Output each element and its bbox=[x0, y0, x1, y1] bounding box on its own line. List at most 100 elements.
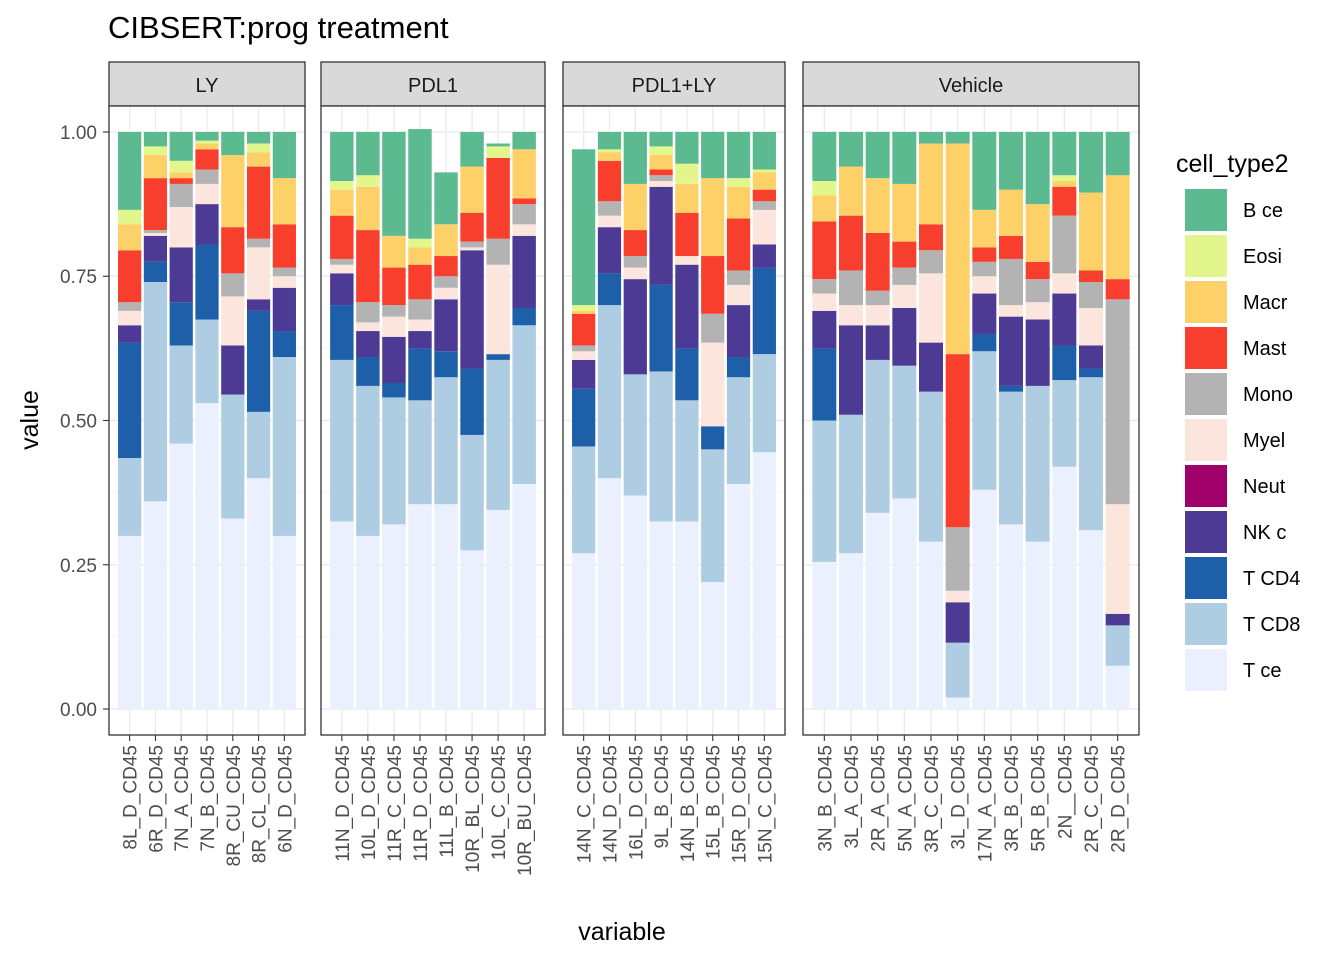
bar-segment bbox=[118, 209, 142, 225]
bar-segment bbox=[675, 264, 699, 349]
bar-segment bbox=[597, 201, 622, 216]
bar-segment bbox=[752, 189, 776, 202]
bar-segment bbox=[382, 235, 406, 268]
bar-segment bbox=[572, 305, 596, 311]
bar-segment bbox=[892, 183, 917, 242]
bar-segment bbox=[408, 319, 432, 332]
bar-segment bbox=[118, 224, 142, 251]
bar-segment bbox=[408, 400, 432, 505]
x-tick-label: 7N_A_CD45 bbox=[172, 745, 193, 852]
x-tick-label: 7N_B_CD45 bbox=[198, 745, 219, 852]
bar-segment bbox=[972, 333, 997, 352]
bar-segment bbox=[812, 221, 837, 280]
facet-strip bbox=[108, 61, 306, 107]
bar-segment bbox=[812, 181, 837, 196]
bar-segment bbox=[572, 553, 596, 710]
bar-segment bbox=[330, 359, 354, 522]
bar-segment bbox=[919, 250, 943, 274]
bar-segment bbox=[1052, 215, 1077, 274]
bar-segment bbox=[1052, 293, 1077, 346]
bar-segment bbox=[945, 527, 970, 591]
stacked-bar bbox=[919, 131, 943, 710]
bar-segment bbox=[972, 489, 997, 710]
bar-segment bbox=[623, 267, 647, 280]
bar-segment bbox=[169, 160, 193, 173]
x-tick-label: 6R_D_CD45 bbox=[146, 745, 167, 853]
x-tick-label: 10R_BL_CD45 bbox=[463, 745, 484, 873]
stacked-bar bbox=[408, 129, 432, 710]
bar-segment bbox=[597, 305, 622, 479]
bar-segment bbox=[272, 357, 296, 536]
bar-segment bbox=[221, 296, 245, 346]
bar-segment bbox=[649, 181, 673, 187]
bar-segment bbox=[865, 305, 890, 326]
facet-panel: PDL1 11N_D_CD45 10L_D_CD45 11R_C_CD45 11R_D_… bbox=[320, 61, 546, 876]
bar-segment bbox=[512, 149, 536, 199]
bar-segment bbox=[330, 305, 354, 360]
bar-segment bbox=[812, 310, 837, 349]
bar-segment bbox=[726, 186, 751, 219]
x-tick-label: 10L_D_CD45 bbox=[359, 745, 380, 860]
bar-segment bbox=[919, 342, 943, 392]
bar-segment bbox=[118, 342, 142, 459]
bar-segment bbox=[623, 374, 647, 496]
bar-segment bbox=[382, 305, 406, 317]
bar-segment bbox=[701, 449, 725, 583]
bar-segment bbox=[999, 391, 1023, 525]
bar-segment bbox=[460, 241, 484, 248]
bar-segment bbox=[812, 131, 837, 182]
bar-segment bbox=[382, 316, 406, 337]
stacked-bar bbox=[572, 149, 596, 710]
legend-swatch bbox=[1185, 373, 1227, 415]
legend-label: Mast bbox=[1243, 338, 1287, 360]
bar-segment bbox=[195, 140, 219, 144]
bar-segment bbox=[919, 131, 943, 144]
bar-segment bbox=[726, 377, 751, 484]
bar-segment bbox=[839, 414, 863, 554]
bar-segment bbox=[945, 697, 970, 710]
x-tick-label: 8R_CL_CD45 bbox=[250, 745, 271, 863]
x-tick-label: 2N__CD45 bbox=[1055, 745, 1076, 839]
bar-segment bbox=[701, 131, 725, 179]
bar-segment bbox=[512, 198, 536, 205]
bar-segment bbox=[512, 307, 536, 326]
bar-segment bbox=[999, 385, 1023, 392]
stacked-bar bbox=[272, 131, 296, 710]
bar-segment bbox=[143, 501, 168, 710]
bar-segment bbox=[143, 131, 168, 147]
bar-segment bbox=[649, 146, 673, 156]
bar-segment bbox=[382, 336, 406, 383]
legend-label: Mono bbox=[1243, 384, 1293, 406]
bar-segment bbox=[246, 247, 271, 300]
bar-segment bbox=[892, 267, 917, 285]
bar-segment bbox=[330, 264, 354, 274]
bar-segment bbox=[945, 590, 970, 603]
bar-segment bbox=[1052, 175, 1077, 182]
x-tick-label: 14N_B_CD45 bbox=[678, 745, 699, 862]
bar-segment bbox=[675, 131, 699, 164]
bar-segment bbox=[169, 443, 193, 710]
bar-segment bbox=[356, 186, 380, 231]
x-tick-label: 11N_D_CD45 bbox=[333, 745, 354, 862]
stacked-bar bbox=[434, 172, 458, 710]
bar-segment bbox=[623, 279, 647, 375]
x-tick-label: 11L_B_CD45 bbox=[437, 745, 458, 858]
bar-segment bbox=[649, 155, 673, 170]
bar-segment bbox=[752, 452, 776, 710]
bar-segment bbox=[972, 261, 997, 277]
bar-segment bbox=[512, 483, 536, 710]
y-axis: 0.00 0.25 0.50 0.75 1.00 bbox=[60, 123, 109, 721]
bar-segment bbox=[356, 131, 380, 176]
bar-segment bbox=[999, 235, 1023, 259]
bar-segment bbox=[356, 175, 380, 187]
legend-label: Myel bbox=[1243, 430, 1285, 452]
x-tick-label: 6N_D_CD45 bbox=[275, 745, 296, 853]
bar-segment bbox=[649, 186, 673, 285]
bar-segment bbox=[486, 146, 510, 158]
stacked-bar bbox=[649, 131, 673, 710]
bar-segment bbox=[169, 206, 193, 248]
stacked-bar bbox=[486, 143, 510, 710]
bar-segment bbox=[118, 302, 142, 311]
bar-segment bbox=[330, 215, 354, 259]
legend-swatch bbox=[1185, 189, 1227, 231]
